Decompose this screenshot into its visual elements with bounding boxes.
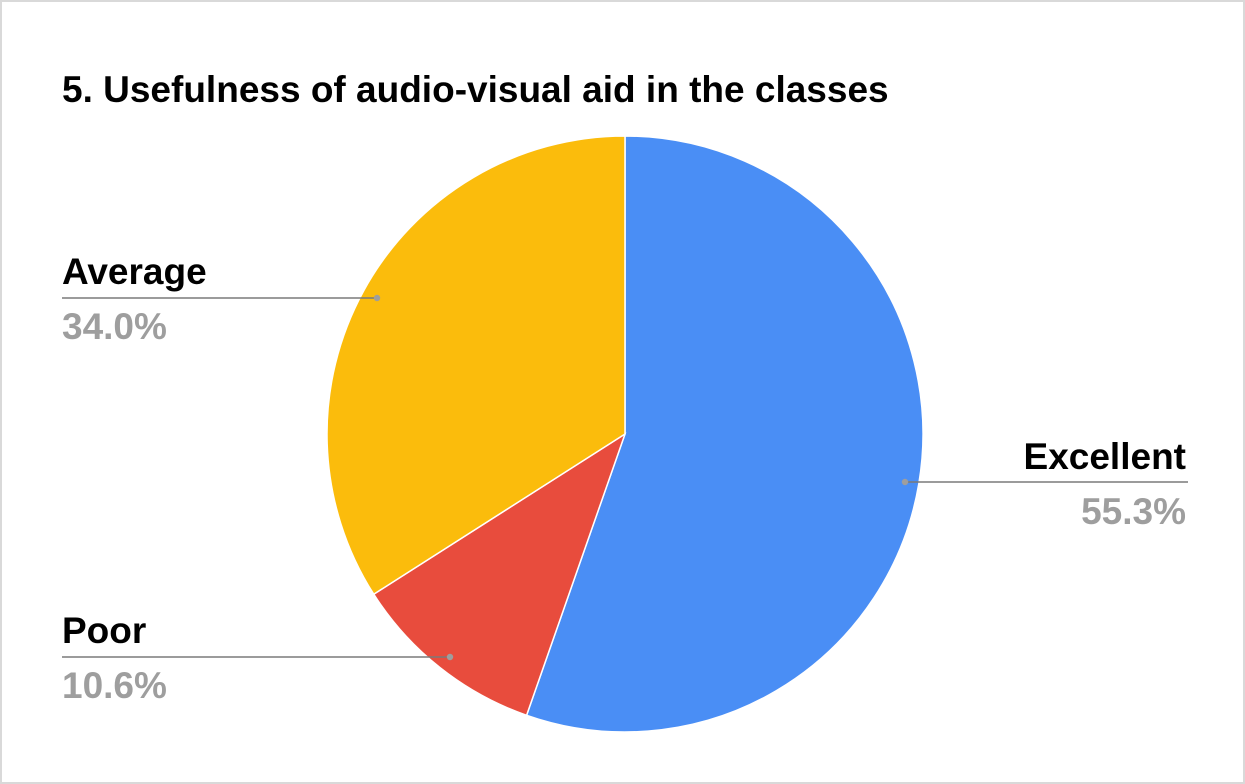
slice-label-average: Average (62, 251, 207, 292)
slice-percent-average: 34.0% (62, 306, 167, 347)
slice-label-poor: Poor (62, 610, 146, 651)
slice-percent-excellent: 55.3% (1081, 491, 1186, 532)
leader-dot-poor (446, 653, 454, 661)
chart-title: 5. Usefulness of audio-visual aid in the… (62, 69, 889, 110)
leader-dot-average (373, 294, 381, 302)
slice-percent-poor: 10.6% (62, 665, 167, 706)
slice-label-excellent: Excellent (1024, 436, 1186, 477)
leader-dot-excellent (901, 478, 909, 486)
pie-slices (326, 135, 924, 733)
pie-slice-average (326, 135, 626, 596)
pie-slice-poor (372, 432, 627, 717)
slice-labels: Excellent 55.3% Poor 10.6% Average 34.0% (62, 251, 1188, 706)
